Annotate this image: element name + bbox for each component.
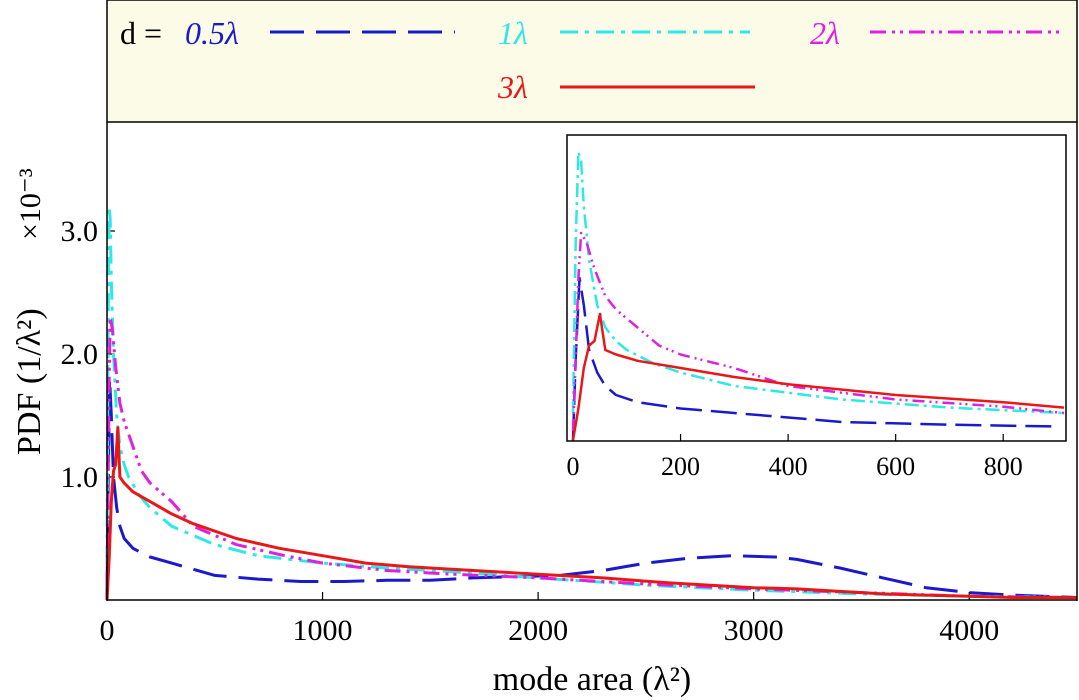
x-tick-label: 4000 (939, 614, 999, 647)
x-tick-label: 3000 (724, 614, 784, 647)
y-axis-label: PDF (1/λ²) (11, 308, 48, 455)
inset-series (571, 150, 1065, 441)
legend-title: d = (120, 15, 162, 51)
x-tick-label: 0 (100, 614, 115, 647)
y-tick-label: 3.0 (61, 215, 99, 248)
inset-x-tick-label: 200 (661, 452, 700, 481)
legend-label-2: 2λ (810, 15, 840, 51)
series-line-2 (105, 315, 1078, 599)
y-tick-label: 2.0 (61, 338, 99, 371)
x-tick-label: 1000 (293, 614, 353, 647)
inset-axis-ticks: 0 200 400 600 800 (567, 434, 1023, 481)
inset-x-tick-label: 0 (567, 452, 580, 481)
inset-x-tick-label: 800 (984, 452, 1023, 481)
x-tick-label: 2000 (508, 614, 568, 647)
legend-label-1: 1λ (498, 15, 528, 51)
inset-series-line-2 (571, 231, 1065, 432)
y-tick-label: 1.0 (61, 461, 99, 494)
y-axis-scale: ×10⁻³ (14, 168, 47, 240)
inset-series-line-3 (571, 312, 1065, 441)
series-line-3 (105, 426, 1077, 601)
x-axis-label: mode area (λ²) (493, 661, 691, 698)
inset-x-tick-label: 400 (769, 452, 808, 481)
main-series (105, 204, 1078, 601)
inset-x-tick-label: 600 (876, 452, 915, 481)
series-line-0 (105, 377, 1078, 601)
legend-box (106, 0, 1078, 123)
legend-label-0.5: 0.5λ (185, 15, 239, 51)
legend-label-3: 3λ (497, 69, 528, 105)
inset-series-line-0 (571, 276, 1058, 441)
